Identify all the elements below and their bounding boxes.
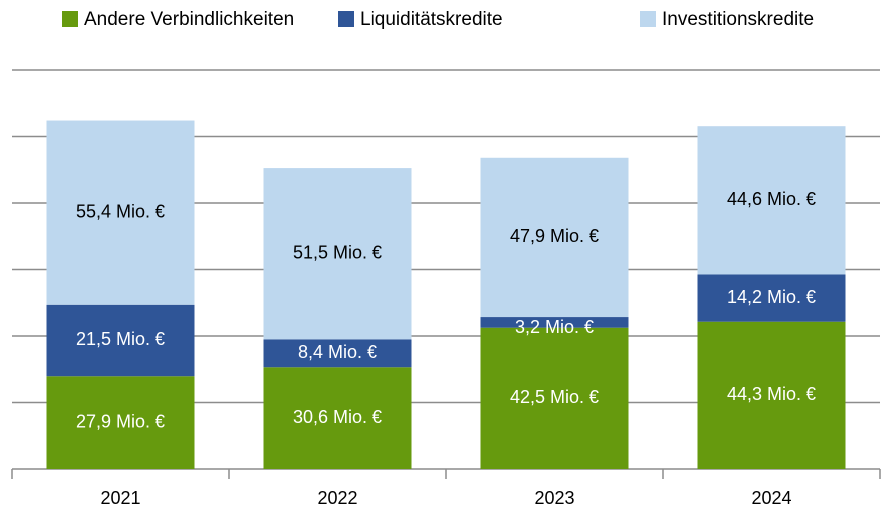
data-label: 3,2 Mio. €	[515, 317, 594, 337]
bar-segment	[697, 126, 846, 275]
data-label: 8,4 Mio. €	[298, 342, 377, 362]
data-label: 55,4 Mio. €	[76, 201, 165, 221]
legend-label: Liquiditätskredite	[360, 9, 503, 30]
bar-segment	[263, 339, 412, 368]
data-label: 44,3 Mio. €	[727, 384, 816, 404]
bar-segment	[480, 327, 629, 469]
x-tick-label: 2022	[317, 488, 357, 508]
bar-segment	[46, 304, 195, 377]
bar-segment	[480, 317, 629, 328]
data-label: 42,5 Mio. €	[510, 387, 599, 407]
data-label: 27,9 Mio. €	[76, 411, 165, 431]
legend-swatch	[640, 11, 656, 27]
data-label: 14,2 Mio. €	[727, 287, 816, 307]
legend-swatch	[62, 11, 78, 27]
legend-label: Investitionskredite	[662, 9, 814, 30]
data-label: 47,9 Mio. €	[510, 226, 599, 246]
data-label: 51,5 Mio. €	[293, 242, 382, 262]
bar-segment	[697, 274, 846, 322]
bar-segment	[697, 321, 846, 469]
legend-label: Andere Verbindlichkeiten	[84, 9, 294, 30]
bar-segment	[46, 376, 195, 469]
x-tick-label: 2023	[534, 488, 574, 508]
legend-swatch	[338, 11, 354, 27]
data-label: 30,6 Mio. €	[293, 407, 382, 427]
x-tick-label: 2021	[100, 488, 140, 508]
data-label: 44,6 Mio. €	[727, 189, 816, 209]
bar-segment	[263, 367, 412, 469]
bar-segment	[480, 157, 629, 318]
x-tick-label: 2024	[751, 488, 791, 508]
data-label: 21,5 Mio. €	[76, 329, 165, 349]
bar-segment	[46, 120, 195, 305]
bar-segment	[263, 168, 412, 340]
